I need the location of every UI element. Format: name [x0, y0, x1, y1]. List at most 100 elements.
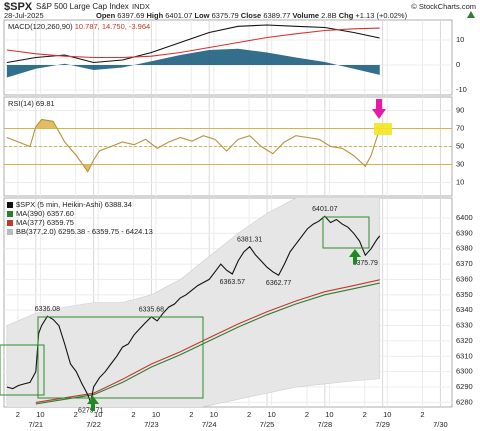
price-annotation: 6335.68 [139, 307, 164, 314]
y-tick-label: 50 [456, 141, 464, 150]
highlight-box [322, 216, 370, 249]
y-tick-label: 6370 [456, 259, 473, 268]
quote-value: 6397.69 [117, 11, 144, 20]
x-tick-label: 2 [189, 410, 193, 419]
price-annotation: 6362.77 [266, 280, 291, 287]
quote-label: Open [96, 11, 116, 20]
highlight-marker [374, 123, 392, 135]
legend-label: BB(377,2.0) 6295.38 - 6359.75 - 6424.13 [16, 227, 153, 236]
x-date-label: 7/25 [260, 420, 275, 429]
x-tick-label: 2 [420, 410, 424, 419]
x-date-label: 7/29 [375, 420, 390, 429]
x-tick-label: 2 [247, 410, 251, 419]
x-date-label: 7/30 [433, 420, 448, 429]
series-line [6, 118, 381, 173]
x-tick-label: 2 [131, 410, 135, 419]
series-line [6, 215, 381, 405]
x-tick-label: 10 [152, 410, 160, 419]
quote-label: Close [241, 11, 261, 20]
x-tick-label: 2 [305, 410, 309, 419]
legend-swatch [7, 229, 13, 235]
histogram-area [6, 48, 380, 78]
y-tick-label: 30 [456, 159, 464, 168]
x-tick-label: 10 [267, 410, 275, 419]
x-tick-label: 10 [94, 410, 102, 419]
y-tick-label: 6310 [456, 351, 473, 360]
quote-value: 6389.77 [263, 11, 290, 20]
x-date-label: 7/22 [86, 420, 101, 429]
watermark: © StockCharts.com [411, 2, 476, 11]
x-tick-label: 10 [325, 410, 333, 419]
y-tick-label: 0 [456, 60, 460, 69]
x-date-label: 7/21 [28, 420, 43, 429]
y-tick-label: 6380 [456, 244, 473, 253]
quote-value: +1.13 (+0.02%) [355, 11, 407, 20]
panel-label-values: 10.787, 14.750, -3.964 [75, 22, 150, 31]
y-tick-label: 6320 [456, 336, 473, 345]
x-tick-label: 10 [383, 410, 391, 419]
y-tick-label: 6360 [456, 274, 473, 283]
y-tick-label: 10 [456, 177, 464, 186]
bollinger-band [6, 198, 381, 407]
legend-label: MA(390) 6357.60 [16, 209, 74, 218]
y-tick-label: 6290 [456, 382, 473, 391]
overlays [0, 99, 392, 411]
quote: Open 6397.69 High 6401.07 Low 6375.79 Cl… [96, 11, 408, 20]
x-date-label: 7/23 [144, 420, 159, 429]
x-tick-label: 2 [16, 410, 20, 419]
plot-area [4, 20, 452, 95]
x-tick-label: 2 [74, 410, 78, 419]
quote-label: Volume [293, 11, 320, 20]
x-tick-label: 2 [363, 410, 367, 419]
panel: 10 0 -10 MACD(120,260,90) 10.787, 14.750, -… [3, 19, 467, 96]
y-tick-label: 6390 [456, 228, 473, 237]
price-annotation: 6381.31 [237, 237, 262, 244]
quote-value: 6375.79 [212, 11, 239, 20]
quote-date: 28-Jul-2025 [4, 11, 44, 20]
panel: 6400 6390 6380 6370 6360 6350 6340 6330 6320 6310… [3, 197, 473, 415]
series-line [6, 27, 380, 59]
quote-value: 6401.07 [165, 11, 192, 20]
price-annotation: 6363.57 [220, 279, 245, 286]
highlight-box [0, 344, 45, 396]
up-triangle [467, 11, 475, 18]
symbol: $SPX [4, 1, 33, 13]
index-name: S&P 500 Large Cap Index [36, 2, 129, 11]
x-date-label: 7/28 [318, 420, 333, 429]
green-arrow [87, 396, 99, 411]
green-arrow [349, 249, 361, 264]
y-tick-label: 6330 [456, 321, 473, 330]
legend-swatch [7, 202, 13, 208]
magenta-arrow [372, 99, 386, 119]
quote-label: Chg [339, 11, 354, 20]
y-tick-label: 6350 [456, 290, 473, 299]
y-tick-label: 6280 [456, 397, 473, 406]
y-tick-label: 6400 [456, 213, 473, 222]
legend-swatch [7, 220, 13, 226]
quote-label: Low [194, 11, 209, 20]
y-tick-label: 6300 [456, 367, 473, 376]
legend-swatch [7, 211, 13, 217]
legend-label: MA(377) 6359.75 [16, 218, 74, 227]
series-line [35, 279, 380, 403]
price-annotation: 6336.08 [35, 306, 60, 313]
price-annotation: 6375.79 [353, 260, 378, 267]
panel-label-name: MACD(120,260,90) [8, 22, 73, 31]
legend-label: $SPX (5 min, Heikin-Ashi) 6388.34 [16, 200, 132, 209]
quote-value: 2.8B [321, 11, 336, 20]
x-tick-label: 10 [36, 410, 44, 419]
plot-area [4, 198, 452, 407]
quote-label: High [146, 11, 163, 20]
highlight-box [37, 316, 204, 399]
price-annotation: 6401.07 [312, 206, 337, 213]
exchange: INDX [132, 2, 150, 11]
x-date-label: 7/24 [202, 420, 217, 429]
y-tick-label: 6340 [456, 305, 473, 314]
panel-label-name: RSI(14) 69.81 [8, 99, 55, 108]
x-tick-label: 10 [210, 410, 218, 419]
plots: 10 0 -10 MACD(120,260,90) 10.787, 14.750, -… [3, 19, 473, 429]
y-tick-label: 10 [456, 35, 464, 44]
panel: 90 70 50 30 10 RSI(14) 69.81 [3, 96, 464, 197]
y-tick-label: 70 [456, 123, 464, 132]
